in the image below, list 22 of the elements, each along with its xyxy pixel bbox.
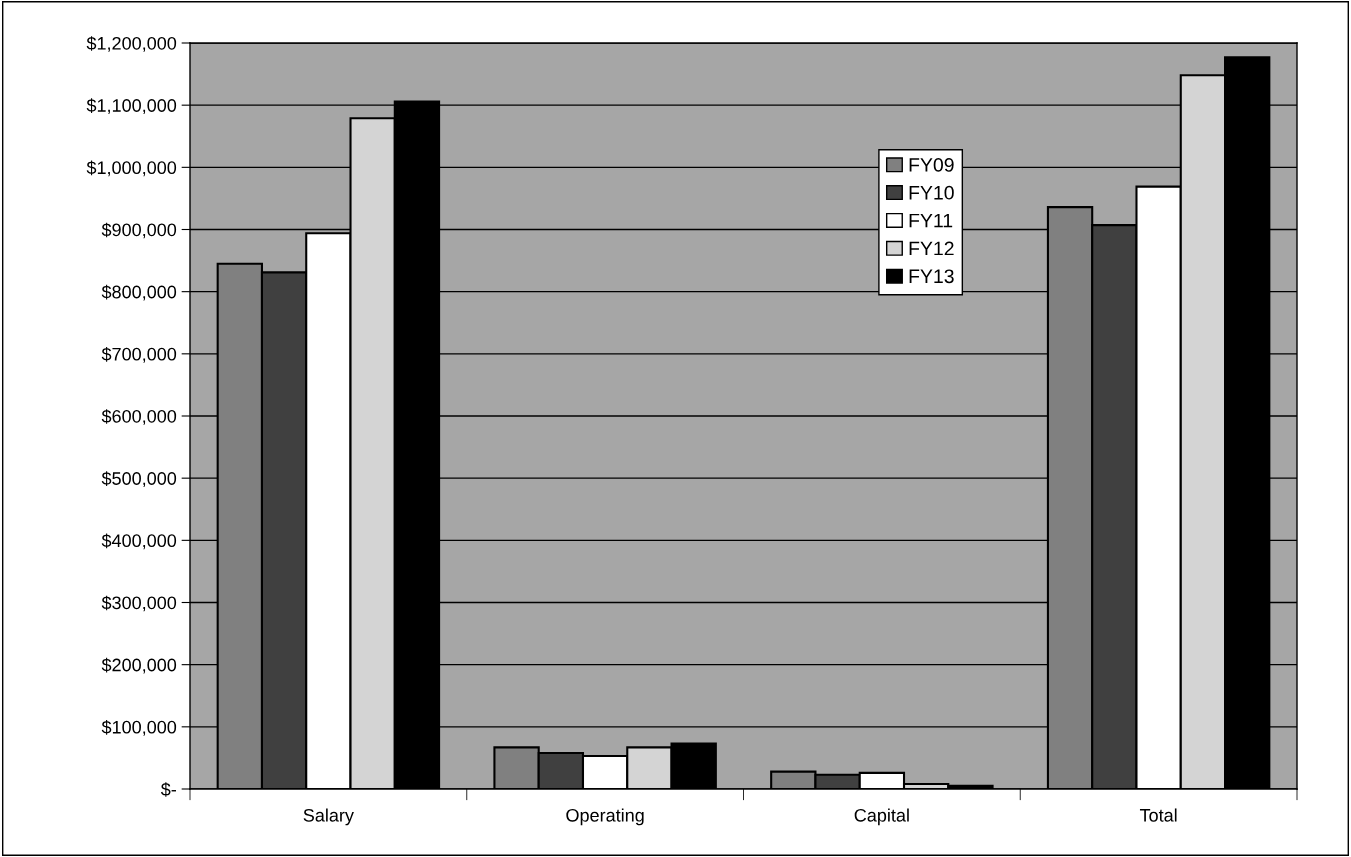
y-tick-label: $200,000	[101, 657, 177, 674]
y-tick-label: $100,000	[101, 720, 177, 736]
y-tick-label: $700,000	[101, 347, 177, 363]
y-tick-label: $500,000	[101, 471, 177, 488]
x-tick-label: Capital	[854, 808, 909, 826]
legend-label: FY09	[909, 157, 954, 172]
y-tick-label: $300,000	[101, 595, 177, 612]
x-tick-label: Salary	[303, 808, 354, 826]
x-tick-label: Operating	[566, 808, 644, 826]
legend-label: FY10	[909, 185, 954, 200]
legend-label: FY13	[909, 269, 954, 284]
x-tick-label: Total	[1139, 808, 1177, 822]
y-tick-label: $1,100,000	[86, 98, 177, 115]
y-tick-label: $600,000	[101, 409, 177, 425]
legend-label: FY12	[909, 241, 954, 256]
legend-label: FY11	[909, 213, 953, 228]
y-tick-label: $900,000	[101, 222, 177, 239]
y-tick-label: $1,200,000	[86, 36, 177, 52]
y-tick-label: $400,000	[101, 533, 177, 550]
y-tick-label: $800,000	[101, 284, 177, 301]
y-tick-label: $1,000,000	[86, 160, 177, 177]
y-tick-label: $-	[160, 782, 177, 797]
